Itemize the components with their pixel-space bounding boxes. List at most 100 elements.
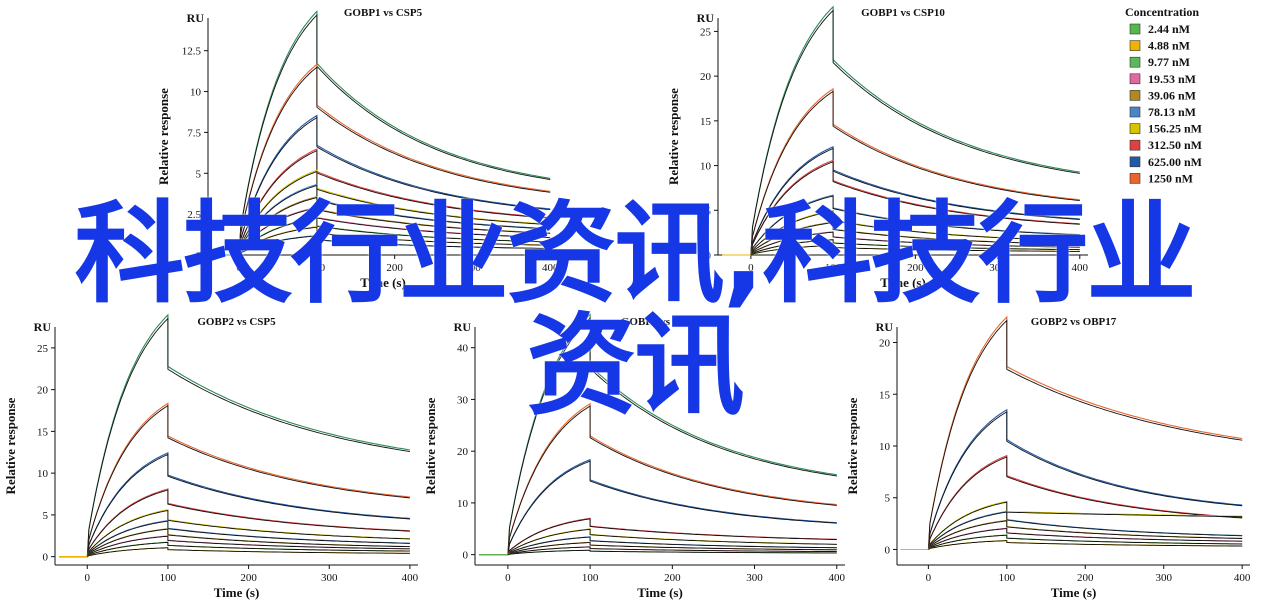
unit-label: RU [187, 11, 205, 25]
x-tick-label: 400 [402, 572, 419, 584]
fit-line [507, 460, 837, 555]
legend: Concentration 2.44 nM 4.88 nM 9.77 nM 19.53 … [1125, 5, 1202, 185]
x-tick-label: 200 [664, 572, 681, 584]
series-line [59, 535, 410, 558]
fit-line [750, 161, 1080, 256]
chart-panel-2: GOBP1 vs CSP10 RU 0 5 10 15 20 25 0 100 200 300 400 T… [666, 5, 1089, 290]
legend-label: 312.50 nM [1148, 138, 1202, 152]
x-tick-label: 0 [505, 572, 511, 584]
legend-swatch [1129, 139, 1141, 151]
series-line [59, 509, 410, 558]
fit-line [238, 14, 551, 256]
legend-swatch [1129, 156, 1141, 168]
fit-line [750, 222, 1080, 256]
series-line [900, 500, 1243, 551]
y-tick-label: 15 [700, 116, 712, 128]
chart-title: GOBP2 vs OBP17 [1031, 316, 1117, 328]
y-tick-label: 15 [37, 426, 49, 438]
x-tick-label: 100 [825, 262, 842, 274]
x-axis-label: Time (s) [214, 585, 260, 600]
chart-title: GOBP1 vs CSP5 [344, 7, 423, 19]
fit-line [750, 9, 1080, 256]
y-tick-label: 10 [190, 87, 202, 99]
legend-swatch [1129, 40, 1141, 51]
legend-swatch [1129, 73, 1141, 85]
fit-line [927, 319, 1243, 550]
y-tick-label: 2.5 [187, 209, 201, 221]
watermark-line-2: 资讯 [526, 302, 745, 430]
legend-label: 156.25 nM [1148, 122, 1202, 136]
fit-line [86, 453, 410, 557]
watermark-overlay: 科技行业资讯,科技行业 资讯 [0, 198, 1269, 422]
chart-title: GOBP1 vs CSP10 [861, 7, 945, 19]
legend-label: 2.44 nM [1148, 22, 1190, 36]
legend-label: 39.06 nM [1148, 88, 1196, 102]
fit-line [86, 535, 410, 557]
fit-line [750, 245, 1080, 256]
fit-line [507, 316, 837, 555]
x-tick-label: 300 [1155, 572, 1172, 584]
fit-line [238, 184, 551, 256]
series-line [479, 313, 837, 556]
fit-line [507, 542, 837, 556]
unit-label: RU [697, 11, 715, 25]
x-tick-label: 200 [240, 572, 257, 584]
x-tick-label: 0 [926, 572, 932, 584]
legend-swatch [1129, 173, 1141, 184]
fit-line [86, 509, 410, 557]
x-tick-label: 300 [464, 262, 481, 274]
x-tick-label: 0 [748, 262, 754, 274]
x-axis-label: Time (s) [360, 275, 406, 290]
x-tick-label: 300 [989, 262, 1006, 274]
x-tick-label: 100 [160, 572, 177, 584]
x-tick-label: 200 [386, 262, 403, 274]
legend-label: 78.13 nM [1148, 105, 1196, 119]
fit-line [927, 520, 1243, 550]
x-tick-label: 100 [999, 572, 1016, 584]
x-axis-label: Time (s) [637, 585, 683, 600]
fit-line [750, 210, 1080, 256]
legend-swatch [1129, 123, 1141, 134]
legend-label: 19.53 nM [1148, 72, 1196, 86]
fit-line [750, 239, 1080, 256]
series-line [900, 454, 1243, 551]
fit-line [86, 520, 410, 557]
fit-line [507, 405, 837, 555]
legend-swatch [1129, 106, 1141, 118]
y-tick-label: 5 [196, 168, 202, 180]
chart-title: GOBP2 vs CSP8 [621, 316, 700, 328]
fit-line [928, 534, 1243, 550]
x-tick-label: 400 [1072, 262, 1089, 274]
fit-line [928, 540, 1243, 550]
chart-title: GOBP2 vs CSP5 [197, 316, 276, 328]
fit-line [238, 170, 551, 256]
x-tick-label: 400 [1234, 572, 1251, 584]
unit-label: RU [454, 320, 472, 334]
legend-label: 4.88 nM [1148, 39, 1190, 53]
y-axis-label: Relative response [156, 88, 171, 185]
y-tick-label: 0 [43, 552, 49, 564]
fit-line [238, 226, 551, 256]
y-tick-label: 25 [37, 343, 49, 355]
x-tick-label: 100 [582, 572, 599, 584]
fit-line [750, 195, 1080, 256]
legend-label: 9.77 nM [1148, 55, 1190, 69]
fit-line [750, 90, 1080, 256]
fit-line [238, 207, 551, 256]
fit-line [927, 501, 1243, 550]
legend-label: 625.00 nM [1148, 155, 1202, 169]
y-axis-label: Relative response [423, 397, 438, 494]
unit-label: RU [34, 320, 52, 334]
fit-line [507, 536, 837, 555]
y-tick-label: 0 [463, 550, 469, 562]
y-tick-label: 20 [37, 385, 49, 397]
x-tick-label: 300 [746, 572, 763, 584]
y-tick-label: 10 [879, 441, 891, 453]
x-tick-label: 200 [1077, 572, 1094, 584]
y-tick-label: 30 [457, 394, 469, 406]
fit-line [507, 546, 837, 556]
fit-line [928, 528, 1243, 550]
fit-line [927, 456, 1243, 550]
x-tick-label: 100 [309, 262, 326, 274]
